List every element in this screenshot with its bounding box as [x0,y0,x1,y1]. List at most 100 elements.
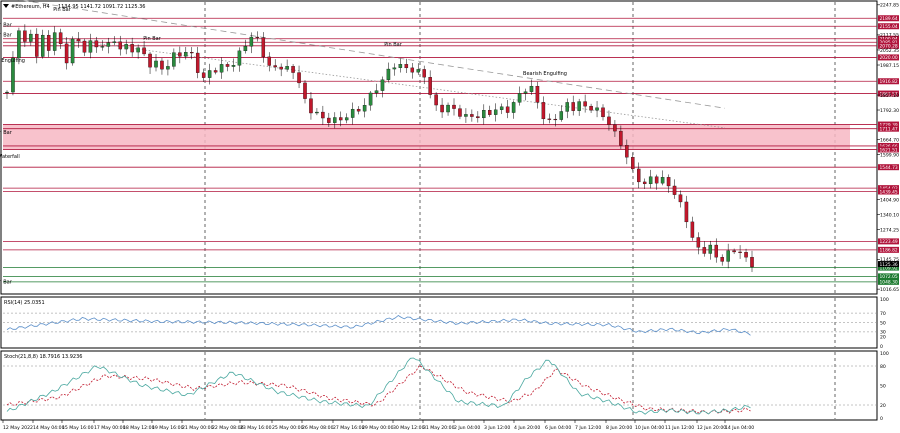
rsi-tick-label: 30 [880,330,886,336]
trendlines[interactable] [3,0,726,129]
bear-candle [547,118,552,120]
time-tick-label: 25 May 00:00 [272,425,304,431]
bear-candle [750,257,754,268]
level-tag-resistance [878,78,899,85]
horizontal-levels[interactable]: 2189.642155.042100.942085.812070.282020.… [3,15,899,286]
level-tag-resistance [878,188,899,195]
bull-candle [231,65,236,67]
bear-candle [190,52,194,54]
level-tag-resistance [878,238,899,245]
price-axis[interactable]: 2247.85 2117.55 2052.35 1987.15 1857.10 1792.… [877,3,899,293]
bear-candle [309,98,313,114]
bear-candle [631,157,635,170]
bear-candle [261,37,266,58]
bear-candle [225,64,230,67]
bull-candle [315,111,319,114]
price-tick-label: 1016.65 [880,287,899,293]
level-tag-label: 1544.73 [880,165,898,171]
bull-candle [708,244,713,254]
bear-candle [672,185,677,195]
bull-candle [219,64,224,73]
stochastic-panel[interactable]: 100 80 50 20 0 Stoch(21,8,8) 18.7916 13.9236 [0,350,889,422]
bull-candle [374,90,379,94]
level-tag-label: 1186.82 [880,248,898,254]
bear-candle [428,77,432,95]
bear-candle [279,66,283,70]
bull-candle [172,52,176,67]
price-tick-label: 2052.35 [880,48,899,54]
bear-candle [488,110,492,115]
pattern-label: Bearish Engulfing [523,71,567,77]
bull-candle [29,33,33,42]
bull-candle [112,41,117,43]
bull-candle [52,32,57,51]
bear-candle [160,60,164,70]
stoch-signal-line [6,364,751,415]
bear-candle [738,251,742,253]
pattern-label: Pin Bar [53,7,72,13]
bear-candle [744,252,748,258]
trendline-dotted[interactable] [61,38,726,129]
time-tick-label: 14 Jun 04:00 [725,425,754,431]
price-tick-label: 1599.90 [880,152,899,158]
symbol-title: #Ethereum, H4 [11,4,50,10]
bull-candle [529,85,534,92]
bear-candle [201,72,206,78]
bear-candle [601,107,605,118]
time-tick-label: 31 May 20:00 [423,425,455,431]
bull-candle [380,79,385,91]
bear-candle [178,52,182,57]
bull-candle [285,66,289,70]
stoch-title: Stoch(21,8,8) 18.7916 13.9236 [4,354,82,360]
bear-candle [625,145,629,158]
bear-candle [583,101,587,107]
time-tick-label: 11 Jun 12:00 [665,425,694,431]
bull-candle [5,91,9,94]
bear-candle [267,56,271,66]
level-tag-support [878,278,899,285]
bull-candle [70,38,75,64]
bull-candle [446,104,450,113]
stoch-main-line [6,357,751,415]
stoch-axis: 100 80 50 20 0 [880,351,889,422]
time-tick-label: 7 Jun 12:00 [575,425,601,431]
stoch-tick-label: 20 [880,403,886,409]
level-tag-label: 1072.05 [880,274,898,280]
bear-candle [23,30,27,42]
trendline-dashed[interactable] [3,0,726,109]
bear-candle [607,116,611,125]
price-tick-label: 1340.10 [880,212,899,218]
level-tag-resistance [878,15,899,22]
price-tick-label: 1404.90 [880,197,899,203]
bear-candle [654,176,659,184]
bull-candle [350,108,355,118]
bull-candle [17,30,21,59]
bull-candle [595,107,599,111]
bear-candle [46,34,51,51]
price-tick-label: 1274.25 [880,227,899,233]
time-tick-label: 30 May 12:00 [393,425,425,431]
time-tick-label: 29 May 00:00 [362,425,394,431]
time-tick-label: 15 May 16:00 [62,425,94,431]
chart-header: #Ethereum, H4 1134.95 1141.72 1091.72 11… [3,4,145,10]
level-tag-zone [878,125,899,132]
price-panel[interactable]: 2189.642155.042100.942085.812070.282020.… [0,0,899,295]
bear-candle [64,43,69,64]
rsi-levels [3,312,877,333]
time-tick-label: 10 Jun 04:00 [635,425,664,431]
bull-candle [237,50,242,66]
bull-candle [207,70,212,78]
current-price-tag [878,261,899,268]
triangle-down-icon[interactable] [3,4,9,8]
price-tick-label: 1664.70 [880,137,899,143]
bull-candle [386,68,391,80]
current-price-label: 1125.36 [880,262,898,268]
bear-candle [553,118,558,121]
bear-candle [273,65,277,68]
level-tag-label: 1729.39 [880,122,898,128]
level-tag-label: 2070.28 [880,44,898,50]
level-tag-resistance [878,164,899,171]
